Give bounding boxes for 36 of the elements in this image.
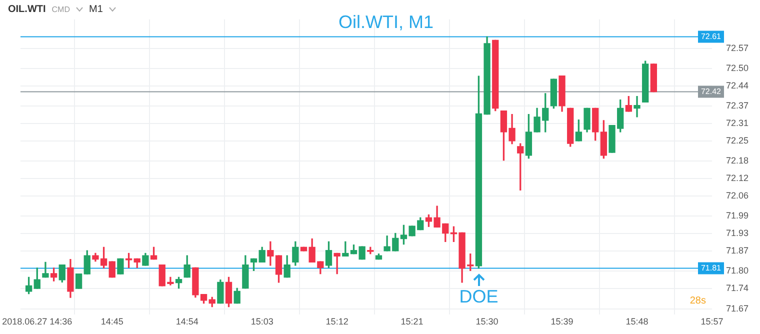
y-tick-label: 72.18: [726, 156, 749, 166]
y-tick-label: 72.25: [726, 135, 749, 146]
y-tick-label: 72.12: [726, 173, 749, 184]
x-tick-label: 15:03: [250, 316, 274, 326]
x-tick-label: 15:57: [700, 316, 724, 326]
x-tick-label: 15:12: [326, 316, 348, 326]
x-tick-label: 15:48: [626, 316, 648, 326]
y-tick-label: 71.80: [726, 266, 749, 276]
x-tick-label: 14:54: [176, 316, 198, 326]
candlestick: [334, 252, 340, 274]
text: CMD: [52, 5, 70, 14]
ref-line-label: 71.81: [700, 263, 722, 272]
y-tick-label: 71.93: [726, 228, 749, 238]
y-tick-label: 72.06: [726, 190, 749, 200]
ref-line-label: 72.42: [700, 86, 722, 96]
x-tick-label: 15:39: [550, 316, 574, 326]
y-tick-label: 71.67: [726, 303, 749, 314]
y-tick-label: 72.44: [726, 80, 749, 90]
y-tick-label: 72.50: [726, 63, 749, 74]
candlestick: [634, 96, 640, 118]
y-tick-label: 71.99: [726, 210, 749, 221]
y-tick-label: 72.37: [726, 100, 749, 111]
ref-line-label: 72.61: [700, 32, 722, 41]
y-tick-label: 71.74: [726, 283, 749, 294]
x-tick-label: 2018.06.27 14:36: [2, 316, 72, 326]
annotation: 28s: [690, 295, 706, 306]
text: M1: [89, 4, 103, 15]
x-tick-label: 15:30: [476, 316, 498, 326]
x-tick-label: 15:21: [400, 316, 424, 326]
y-tick-label: 72.31: [726, 118, 749, 128]
x-tick-label: 14:45: [100, 316, 124, 326]
y-tick-label: 71.87: [726, 245, 749, 256]
y-tick-label: 72.57: [726, 42, 749, 53]
chart-title: Oil.WTI, M1: [338, 12, 434, 32]
annotation: DOE: [459, 286, 498, 306]
text: OIL.WTI: [8, 4, 46, 15]
